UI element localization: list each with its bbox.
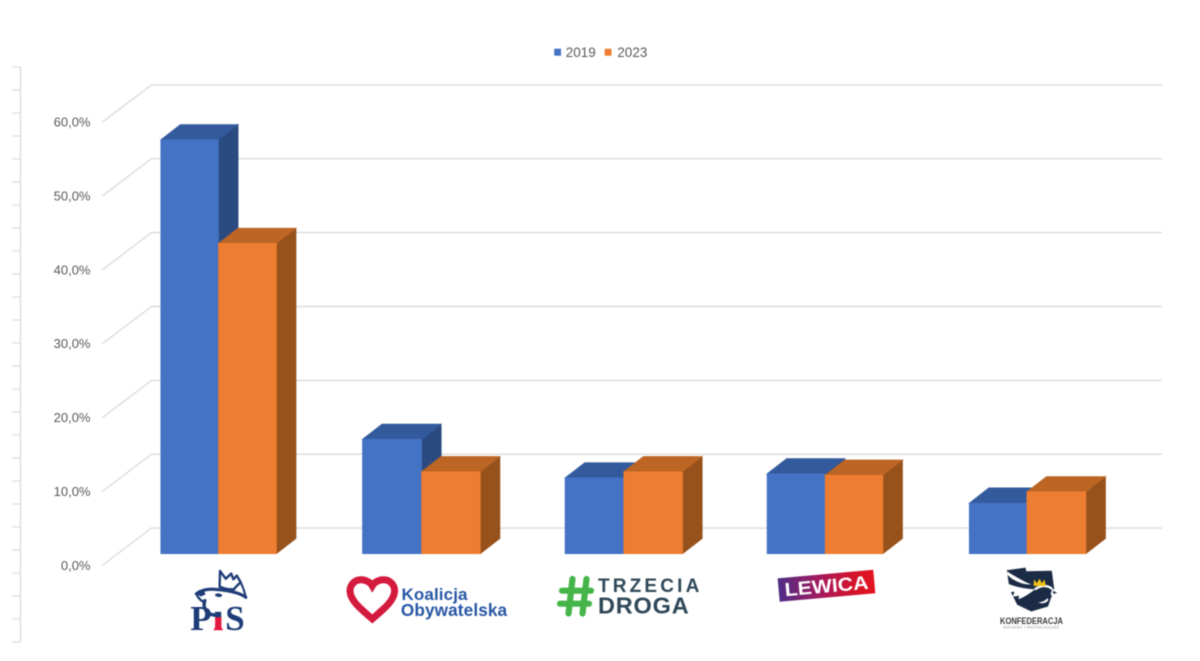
svg-text:60,0%: 60,0%: [54, 115, 91, 130]
svg-text:P: P: [190, 599, 211, 638]
svg-text:2019: 2019: [566, 45, 596, 60]
svg-text:20,0%: 20,0%: [54, 410, 91, 425]
svg-text:0,0%: 0,0%: [61, 558, 91, 573]
svg-text:Obywatelska: Obywatelska: [401, 600, 508, 620]
svg-text:40,0%: 40,0%: [54, 262, 91, 277]
svg-text:30,0%: 30,0%: [54, 336, 91, 351]
svg-text:50,0%: 50,0%: [54, 188, 91, 203]
svg-text:KONFEDERACJA: KONFEDERACJA: [1000, 616, 1063, 626]
svg-text:S: S: [225, 599, 244, 638]
svg-text:2023: 2023: [617, 45, 647, 60]
svg-text:DROGA: DROGA: [598, 592, 689, 618]
svg-text:WOLNOŚĆ I NIEPODLEGŁOŚĆ: WOLNOŚĆ I NIEPODLEGŁOŚĆ: [1003, 624, 1060, 629]
svg-text:Koalicja: Koalicja: [402, 585, 469, 604]
svg-text:10,0%: 10,0%: [54, 484, 91, 499]
